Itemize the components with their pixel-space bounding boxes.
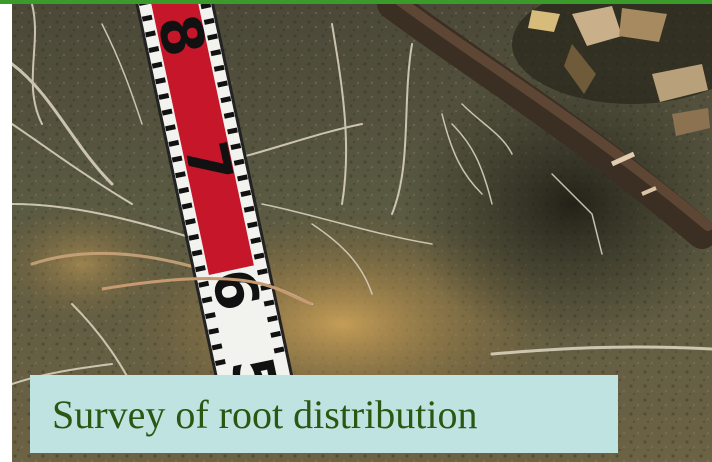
caption-text: Survey of root distribution: [52, 391, 478, 437]
tree-branch: [377, 4, 712, 249]
root-over-ruler: [101, 277, 313, 306]
top-accent-bar: [0, 0, 712, 4]
leaf-litter: [528, 6, 710, 136]
soil-dark-patch: [402, 64, 712, 344]
caption-box: Survey of root distribution: [30, 375, 618, 453]
measuring-ruler: 8 7 6 5: [131, 4, 295, 405]
ruler-red-band: [146, 4, 254, 275]
